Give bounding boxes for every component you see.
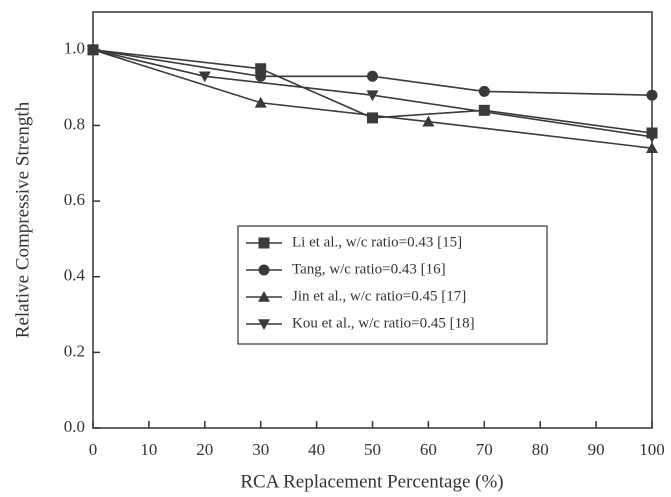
x-tick-label: 0 <box>89 440 98 459</box>
marker <box>646 142 658 153</box>
y-tick-label: 0.4 <box>64 266 86 285</box>
y-tick-label: 1.0 <box>64 39 85 58</box>
x-tick-label: 10 <box>140 440 157 459</box>
marker <box>255 70 267 82</box>
x-tick-label: 60 <box>420 440 437 459</box>
marker <box>258 264 270 276</box>
x-tick-label: 70 <box>476 440 493 459</box>
x-tick-label: 100 <box>639 440 665 459</box>
legend-label: Tang, w/c ratio=0.43 [16] <box>292 261 446 277</box>
x-tick-label: 80 <box>532 440 549 459</box>
x-tick-label: 40 <box>308 440 325 459</box>
marker <box>255 63 267 75</box>
y-tick-label: 0.8 <box>64 114 85 133</box>
y-axis-title: Relative Compressive Strength <box>12 101 33 338</box>
marker <box>478 104 490 116</box>
x-tick-label: 30 <box>252 440 269 459</box>
series-line <box>92 49 653 149</box>
x-axis-title: RCA Replacement Percentage (%) <box>240 471 503 492</box>
legend-label: Li et al., w/c ratio=0.43 [15] <box>292 234 462 250</box>
marker <box>258 319 270 330</box>
x-tick-label: 90 <box>588 440 605 459</box>
marker <box>258 291 270 302</box>
marker <box>87 45 99 56</box>
x-tick-label: 20 <box>196 440 213 459</box>
legend: Li et al., w/c ratio=0.43 [15] Tang, w/c … <box>237 225 548 345</box>
marker <box>366 90 379 102</box>
marker <box>646 132 658 143</box>
marker <box>254 96 267 108</box>
marker <box>258 237 270 249</box>
y-tick-label: 0.6 <box>64 190 85 209</box>
legend-box <box>237 225 548 345</box>
legend-label: Jin et al., w/c ratio=0.45 [17] <box>292 288 466 304</box>
x-tick-label: 50 <box>364 440 381 459</box>
marker <box>646 89 658 101</box>
marker <box>367 112 378 124</box>
marker <box>198 71 211 83</box>
series-line <box>92 49 653 138</box>
marker <box>367 70 378 82</box>
y-tick-label: 0.0 <box>64 417 85 436</box>
legend-label: Kou et al., w/c ratio=0.45 [18] <box>292 315 475 331</box>
marker <box>422 115 435 127</box>
y-tick-label: 0.2 <box>64 341 85 360</box>
marker <box>478 85 490 97</box>
